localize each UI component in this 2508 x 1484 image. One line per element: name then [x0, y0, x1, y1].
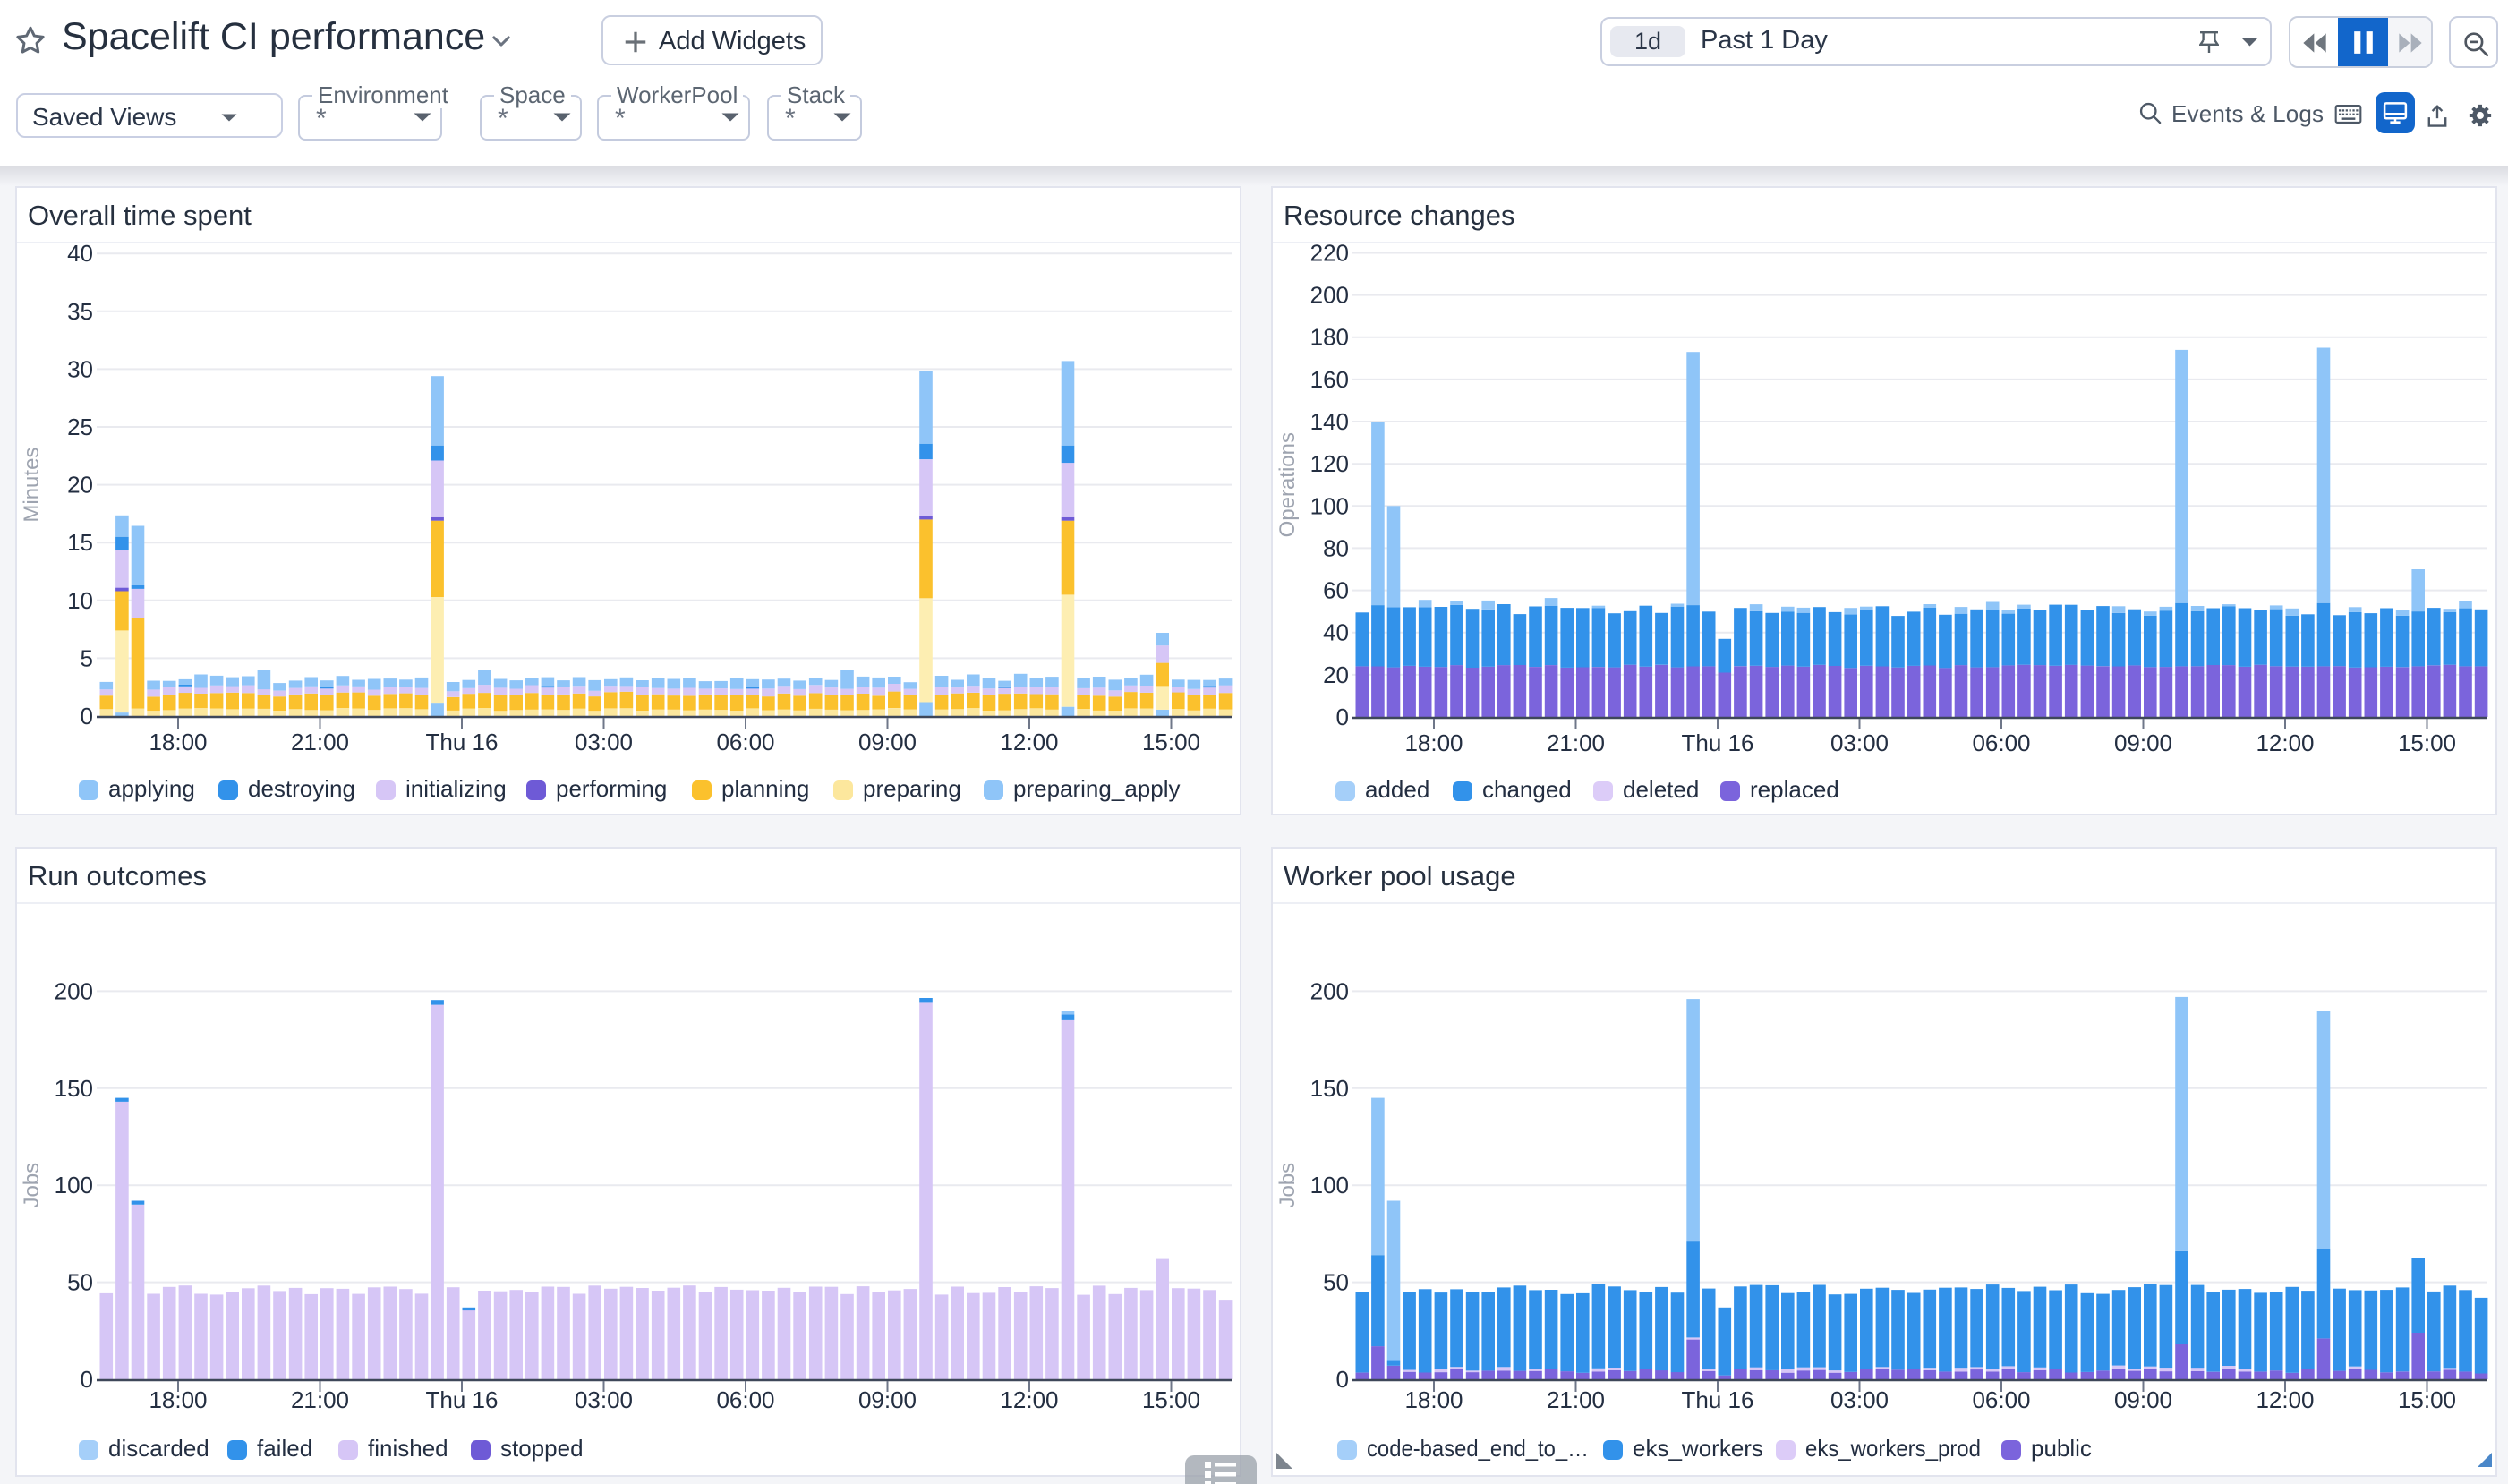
svg-text:destroying: destroying — [248, 775, 355, 802]
svg-text:Operations: Operations — [1275, 432, 1300, 537]
svg-text:deleted: deleted — [1623, 776, 1699, 803]
svg-text:Minutes: Minutes — [20, 448, 44, 523]
svg-text:150: 150 — [1310, 1075, 1349, 1102]
svg-text:15:00: 15:00 — [2398, 1386, 2456, 1413]
svg-text:180: 180 — [1310, 324, 1349, 351]
svg-text:140: 140 — [1310, 408, 1349, 435]
svg-text:09:00: 09:00 — [2114, 729, 2172, 756]
svg-text:100: 100 — [1310, 492, 1349, 519]
svg-text:planning: planning — [721, 775, 809, 802]
svg-text:30: 30 — [67, 355, 93, 382]
svg-text:eks_workers_prod: eks_workers_prod — [1805, 1435, 1981, 1462]
svg-text:15:00: 15:00 — [1142, 1386, 1200, 1413]
svg-text:performing: performing — [556, 775, 667, 802]
svg-text:160: 160 — [1310, 366, 1349, 393]
svg-text:Jobs: Jobs — [1275, 1163, 1300, 1208]
svg-text:21:00: 21:00 — [1547, 729, 1605, 756]
svg-text:added: added — [1365, 776, 1429, 803]
svg-text:03:00: 03:00 — [1830, 729, 1889, 756]
svg-text:06:00: 06:00 — [1972, 729, 2030, 756]
svg-text:0: 0 — [1336, 704, 1349, 730]
svg-text:0: 0 — [81, 703, 93, 729]
svg-text:100: 100 — [1310, 1172, 1349, 1198]
svg-text:18:00: 18:00 — [149, 1386, 207, 1413]
svg-text:eks_workers: eks_workers — [1633, 1435, 1763, 1462]
svg-text:changed: changed — [1482, 776, 1572, 803]
svg-text:15:00: 15:00 — [2398, 729, 2456, 756]
svg-text:06:00: 06:00 — [716, 729, 774, 755]
svg-text:50: 50 — [67, 1269, 93, 1296]
svg-text:15:00: 15:00 — [1142, 729, 1200, 755]
svg-text:21:00: 21:00 — [291, 1386, 349, 1413]
svg-text:Thu 16: Thu 16 — [426, 729, 499, 755]
svg-text:discarded: discarded — [108, 1435, 209, 1462]
svg-text:50: 50 — [1323, 1269, 1349, 1296]
svg-text:120: 120 — [1310, 450, 1349, 477]
svg-text:03:00: 03:00 — [575, 729, 633, 755]
svg-text:initializing: initializing — [405, 775, 507, 802]
svg-text:21:00: 21:00 — [1547, 1386, 1605, 1413]
svg-text:12:00: 12:00 — [1000, 1386, 1058, 1413]
svg-text:Jobs: Jobs — [20, 1163, 44, 1208]
svg-text:Thu 16: Thu 16 — [1682, 729, 1754, 756]
svg-text:100: 100 — [55, 1172, 93, 1198]
svg-text:06:00: 06:00 — [716, 1386, 774, 1413]
svg-text:09:00: 09:00 — [2114, 1386, 2172, 1413]
svg-text:code-based_end_to_…: code-based_end_to_… — [1367, 1435, 1589, 1462]
svg-text:12:00: 12:00 — [2256, 729, 2314, 756]
svg-text:20: 20 — [67, 472, 93, 499]
svg-text:5: 5 — [81, 644, 93, 671]
svg-text:Thu 16: Thu 16 — [1682, 1386, 1754, 1413]
svg-text:0: 0 — [81, 1366, 93, 1393]
svg-text:10: 10 — [67, 587, 93, 614]
svg-text:Thu 16: Thu 16 — [426, 1386, 499, 1413]
svg-text:applying: applying — [108, 775, 195, 802]
svg-text:21:00: 21:00 — [291, 729, 349, 755]
svg-text:09:00: 09:00 — [858, 1386, 917, 1413]
svg-text:stopped: stopped — [500, 1435, 584, 1462]
svg-text:03:00: 03:00 — [1830, 1386, 1889, 1413]
svg-text:18:00: 18:00 — [1404, 1386, 1463, 1413]
svg-text:35: 35 — [67, 298, 93, 325]
svg-text:150: 150 — [55, 1075, 93, 1102]
svg-text:12:00: 12:00 — [1000, 729, 1058, 755]
svg-text:15: 15 — [67, 529, 93, 556]
svg-text:06:00: 06:00 — [1972, 1386, 2030, 1413]
svg-text:40: 40 — [67, 242, 93, 267]
svg-text:failed: failed — [257, 1435, 312, 1462]
svg-text:12:00: 12:00 — [2256, 1386, 2314, 1413]
svg-text:preparing_apply: preparing_apply — [1013, 775, 1180, 802]
svg-text:18:00: 18:00 — [149, 729, 207, 755]
svg-text:80: 80 — [1323, 534, 1349, 561]
svg-text:200: 200 — [1310, 977, 1349, 1004]
svg-text:60: 60 — [1323, 577, 1349, 604]
svg-text:220: 220 — [1310, 242, 1349, 267]
svg-text:200: 200 — [55, 977, 93, 1004]
svg-text:preparing: preparing — [863, 775, 961, 802]
svg-text:20: 20 — [1323, 661, 1349, 688]
svg-text:25: 25 — [67, 414, 93, 440]
svg-text:finished: finished — [368, 1435, 448, 1462]
svg-text:replaced: replaced — [1750, 776, 1839, 803]
svg-text:public: public — [2031, 1435, 2092, 1462]
svg-text:0: 0 — [1336, 1366, 1349, 1393]
svg-text:40: 40 — [1323, 619, 1349, 646]
svg-text:200: 200 — [1310, 282, 1349, 309]
svg-text:03:00: 03:00 — [575, 1386, 633, 1413]
svg-text:09:00: 09:00 — [858, 729, 917, 755]
svg-text:18:00: 18:00 — [1404, 729, 1463, 756]
